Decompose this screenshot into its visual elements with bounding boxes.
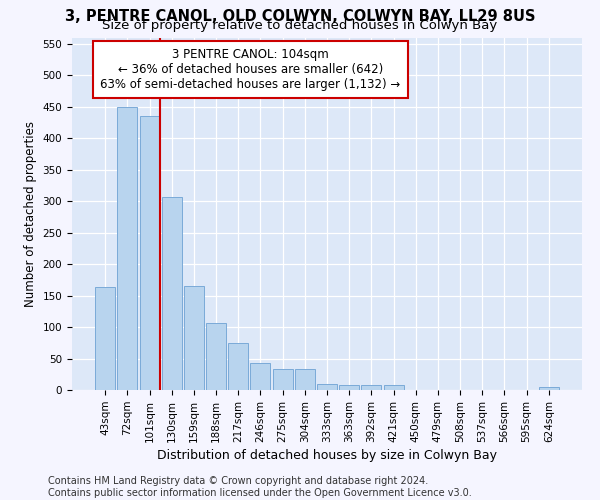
Text: Contains HM Land Registry data © Crown copyright and database right 2024.
Contai: Contains HM Land Registry data © Crown c…: [48, 476, 472, 498]
Y-axis label: Number of detached properties: Number of detached properties: [24, 120, 37, 306]
Bar: [228, 344, 248, 390]
Bar: [317, 384, 337, 390]
Bar: [361, 385, 382, 390]
Bar: [295, 369, 315, 390]
Bar: [118, 106, 137, 390]
Bar: [539, 388, 559, 390]
Bar: [184, 286, 204, 390]
Text: Size of property relative to detached houses in Colwyn Bay: Size of property relative to detached ho…: [103, 19, 497, 32]
Bar: [162, 197, 182, 390]
Bar: [206, 324, 226, 390]
Bar: [272, 369, 293, 390]
Bar: [339, 385, 359, 390]
Bar: [250, 363, 271, 390]
Bar: [95, 288, 115, 390]
X-axis label: Distribution of detached houses by size in Colwyn Bay: Distribution of detached houses by size …: [157, 449, 497, 462]
Text: 3, PENTRE CANOL, OLD COLWYN, COLWYN BAY, LL29 8US: 3, PENTRE CANOL, OLD COLWYN, COLWYN BAY,…: [65, 9, 535, 24]
Bar: [140, 116, 160, 390]
Text: 3 PENTRE CANOL: 104sqm
← 36% of detached houses are smaller (642)
63% of semi-de: 3 PENTRE CANOL: 104sqm ← 36% of detached…: [100, 48, 401, 91]
Bar: [383, 385, 404, 390]
